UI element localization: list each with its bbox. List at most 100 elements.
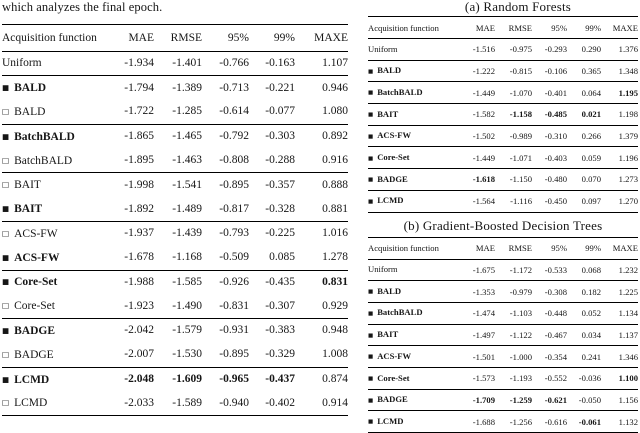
acquisition-function-cell: ■ BatchBALD xyxy=(2,124,110,148)
q99-value: -0.307 xyxy=(249,294,295,318)
q99-value: 0.266 xyxy=(567,125,601,147)
acquisition-function-label: BAIT xyxy=(377,329,398,339)
marker-square-icon: ■ xyxy=(368,134,373,140)
maxe-value: 0.892 xyxy=(295,124,348,148)
acquisition-function-label: BADGE xyxy=(14,325,55,337)
rmse-value: -1.000 xyxy=(495,346,532,368)
maxe-value: 1.137 xyxy=(601,324,638,346)
rmse-value: -1.103 xyxy=(495,302,532,324)
maxe-value: 1.273 xyxy=(601,169,638,191)
maxe-value: 1.376 xyxy=(601,39,638,61)
acquisition-function-cell: □BADGE xyxy=(2,343,110,367)
table-row: ■BALD -1.794 -1.389 -0.713 -0.221 0.946 xyxy=(2,76,348,100)
acquisition-function-cell: Uniform xyxy=(368,259,460,281)
q95-value: -0.817 xyxy=(202,197,249,221)
marker-square-icon: ■ xyxy=(368,177,373,183)
q99-value: 0.290 xyxy=(567,39,601,61)
acquisition-function-label: BALD xyxy=(377,286,401,296)
marker-square-icon: ■ xyxy=(2,277,9,286)
rmse-value: -1.609 xyxy=(154,367,202,391)
acquisition-function-label: BatchBALD xyxy=(14,131,75,143)
left-column: which analyzes the final epoch. Acquisit… xyxy=(2,1,348,416)
acquisition-function-label: Core-Set xyxy=(14,276,57,288)
rmse-value: -1.158 xyxy=(495,104,532,126)
q99-value: -0.328 xyxy=(249,197,295,221)
table-row: □Core-Set -1.923 -1.490 -0.831 -0.307 0.… xyxy=(2,294,348,318)
rmse-value: -1.122 xyxy=(495,324,532,346)
marker-square-icon: ■ xyxy=(368,90,373,96)
mae-value: -1.222 xyxy=(460,60,495,82)
table-row: ■BALD -1.222 -0.815 -0.106 0.365 1.348 xyxy=(368,60,638,82)
acquisition-function-cell: ■BAIT xyxy=(368,104,460,126)
q95-value: -0.792 xyxy=(202,124,249,148)
table-row: ■Core-Set -1.573 -1.193 -0.552 -0.036 1.… xyxy=(368,367,638,389)
q95-value: -0.713 xyxy=(202,76,249,100)
mae-value: -1.923 xyxy=(110,294,154,318)
mae-value: -2.033 xyxy=(110,391,154,415)
marker-square-icon: ■ xyxy=(2,132,9,141)
marker-square-icon: □ xyxy=(2,156,9,165)
q99-value: -0.437 xyxy=(249,367,295,391)
gbdt-table-header: Acquisition function MAE RMSE 95% 99% MA… xyxy=(368,237,638,259)
maxe-value: 0.916 xyxy=(295,149,348,173)
mae-value: -1.722 xyxy=(110,100,154,124)
random-forests-table: Acquisition function MAE RMSE 95% 99% MA… xyxy=(368,16,638,213)
maxe-value: 1.232 xyxy=(601,259,638,281)
q95-value: -0.450 xyxy=(532,190,567,212)
table-row: □LCMD -2.033 -1.589 -0.940 -0.402 0.914 xyxy=(2,391,348,415)
acquisition-function-cell: ■BADGE xyxy=(368,389,460,411)
acquisition-function-cell: ■BALD xyxy=(2,76,110,100)
table-row: ■BADGE -1.709 -1.259 -0.621 -0.050 1.156 xyxy=(368,389,638,411)
maxe-value: 1.016 xyxy=(295,221,348,245)
q95-value: -0.616 xyxy=(532,411,567,433)
q99-value: -0.288 xyxy=(249,149,295,173)
maxe-value: 1.100 xyxy=(601,367,638,389)
mae-value: -1.937 xyxy=(110,221,154,245)
column-header-acquisition-function: Acquisition function xyxy=(368,237,460,259)
q95-value: -0.614 xyxy=(202,100,249,124)
maxe-value: 1.346 xyxy=(601,346,638,368)
acquisition-function-cell: ■LCMD xyxy=(2,367,110,391)
table-row: ■ACS-FW -1.502 -0.989 -0.310 0.266 1.379 xyxy=(368,125,638,147)
marker-square-icon: ■ xyxy=(2,326,9,335)
marker-square-icon: ■ xyxy=(2,375,9,384)
header-row: Acquisition function MAE RMSE 95% 99% MA… xyxy=(2,25,348,52)
table-row: ■ACS-FW -1.678 -1.168 -0.509 0.085 1.278 xyxy=(2,246,348,270)
acquisition-function-label: BALD xyxy=(377,65,401,75)
acquisition-function-cell: ■LCMD xyxy=(368,190,460,212)
maxe-value: 0.929 xyxy=(295,294,348,318)
mae-value: -1.573 xyxy=(460,367,495,389)
rmse-value: -1.168 xyxy=(154,246,202,270)
q99-value: 0.068 xyxy=(567,259,601,281)
rmse-value: -1.489 xyxy=(154,197,202,221)
rmse-value: -1.541 xyxy=(154,173,202,197)
marker-square-icon: ■ xyxy=(368,333,373,339)
acquisition-function-cell: ■Core-Set xyxy=(368,147,460,169)
rmse-value: -1.585 xyxy=(154,270,202,294)
q99-value: -0.303 xyxy=(249,124,295,148)
q95-value: -0.467 xyxy=(532,324,567,346)
q99-value: -0.077 xyxy=(249,100,295,124)
main-table-header: Acquisition function MAE RMSE 95% 99% MA… xyxy=(2,25,348,52)
acquisition-function-label: BAIT xyxy=(377,109,398,119)
acquisition-function-label: ACS-FW xyxy=(377,351,411,361)
table-row: ■LCMD -2.048 -1.609 -0.965 -0.437 0.874 xyxy=(2,367,348,391)
column-header-mae: MAE xyxy=(460,17,495,39)
acquisition-function-cell: ■Core-Set xyxy=(368,367,460,389)
mae-value: -1.449 xyxy=(460,82,495,104)
q95-value: -0.931 xyxy=(202,319,249,343)
acquisition-function-label: LCMD xyxy=(14,397,47,409)
mae-value: -1.709 xyxy=(460,389,495,411)
rmse-value: -1.071 xyxy=(495,147,532,169)
acquisition-function-label: BatchBALD xyxy=(14,155,72,167)
column-header-q99: 99% xyxy=(249,25,295,52)
rmse-value: -0.989 xyxy=(495,125,532,147)
maxe-value: 1.270 xyxy=(601,190,638,212)
q99-value: -0.225 xyxy=(249,221,295,245)
maxe-value: 1.156 xyxy=(601,389,638,411)
gradient-boosted-trees-table: Acquisition function MAE RMSE 95% 99% MA… xyxy=(368,237,638,433)
acquisition-function-cell: □BAIT xyxy=(2,173,110,197)
maxe-value: 1.132 xyxy=(601,411,638,433)
main-table-body: Uniform -1.934 -1.401 -0.766 -0.163 1.10… xyxy=(2,51,348,416)
marker-square-icon: ■ xyxy=(2,83,9,92)
